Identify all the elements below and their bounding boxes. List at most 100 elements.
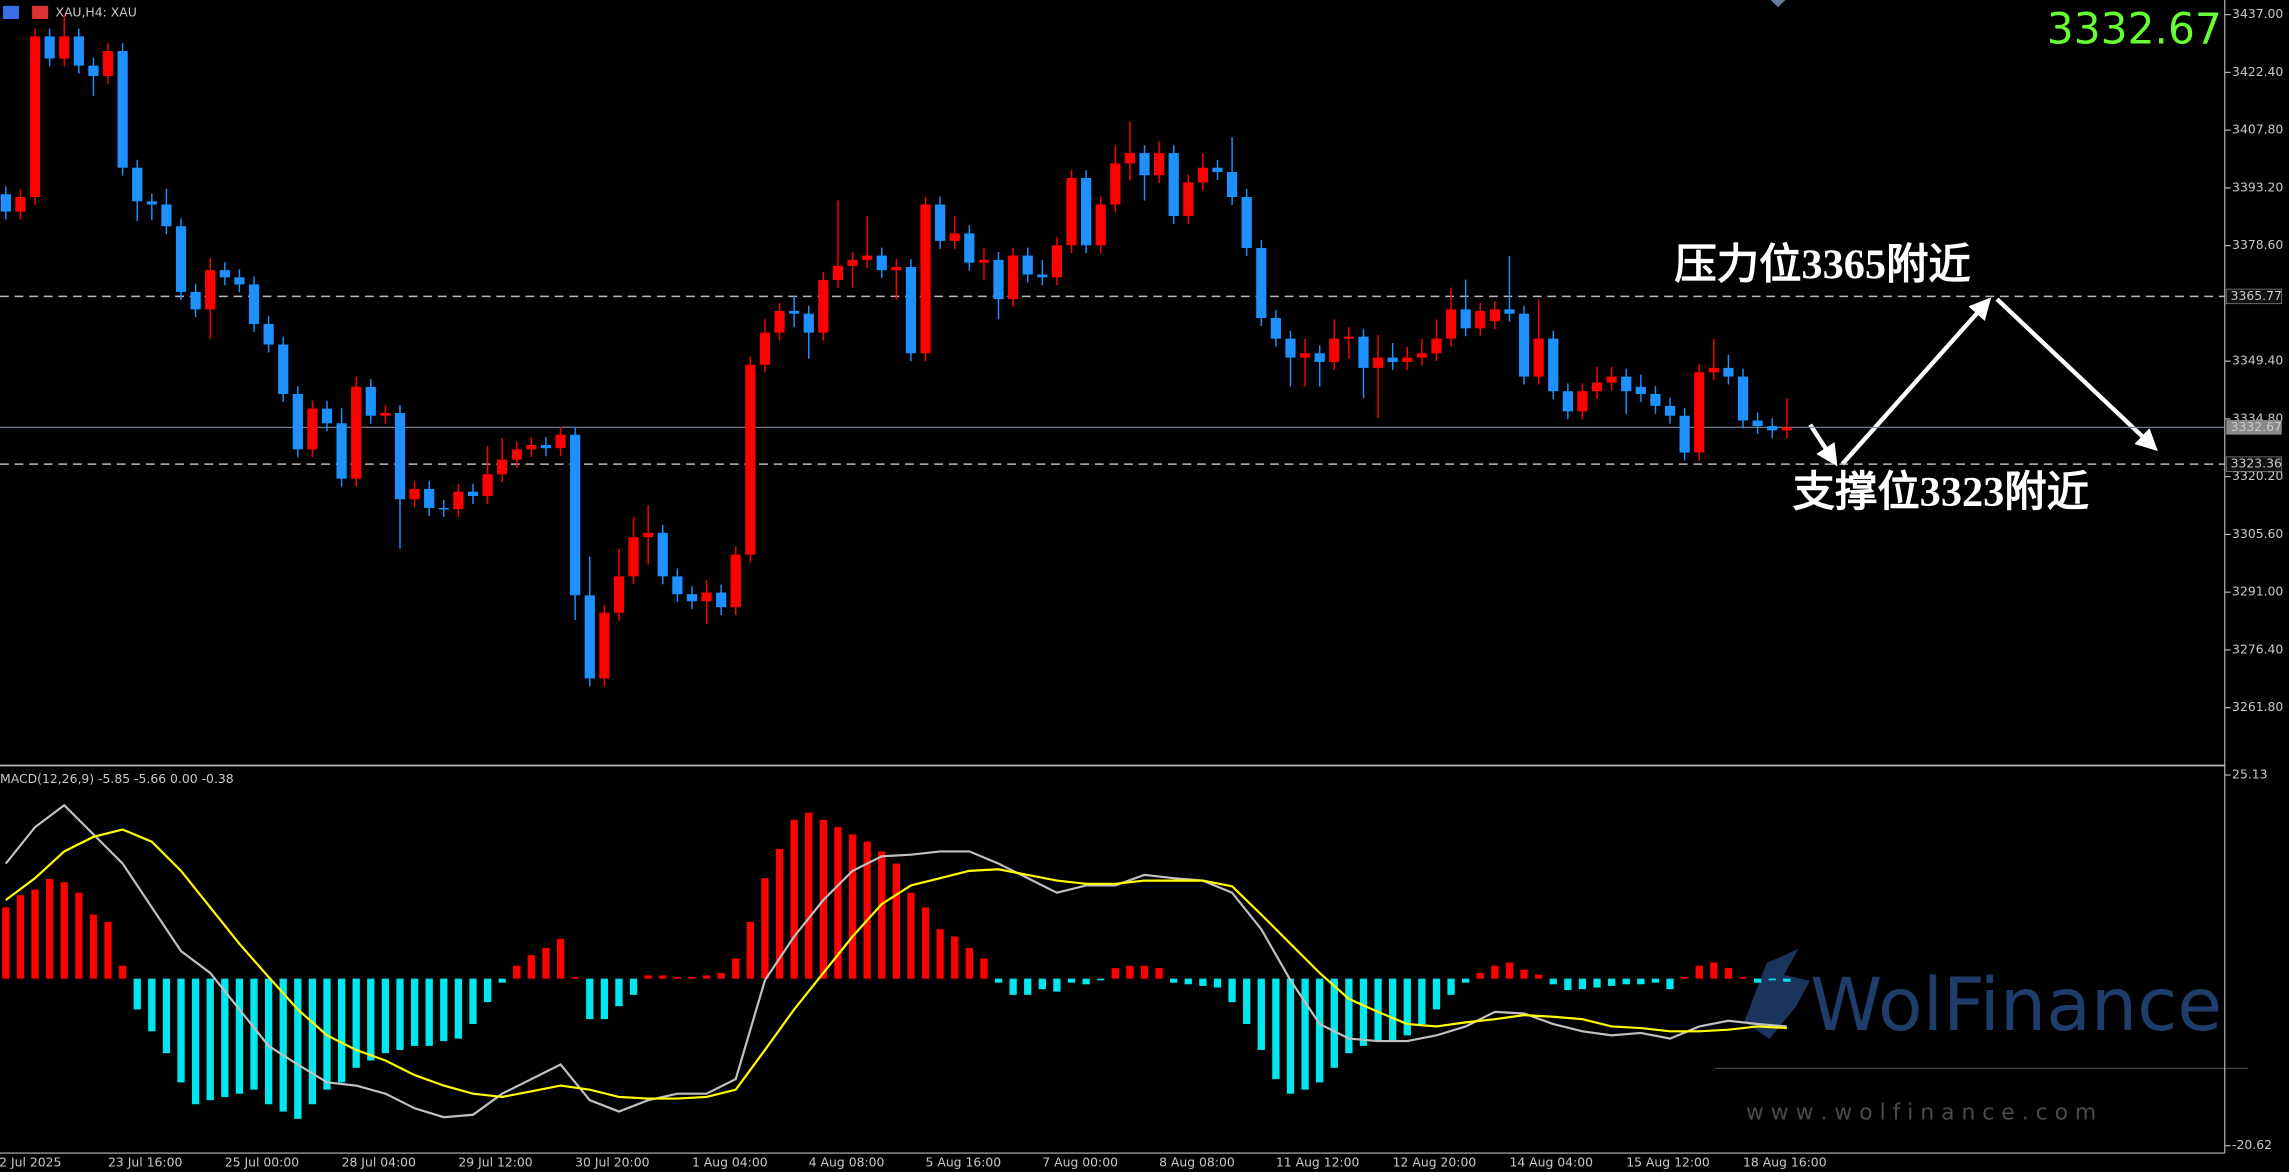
candle-body xyxy=(686,594,698,602)
macd-bar xyxy=(1140,965,1149,979)
candle-body xyxy=(307,408,318,450)
macd-bar xyxy=(921,907,930,979)
x-tick-label: 23 Jul 16:00 xyxy=(108,1155,182,1170)
macd-bar xyxy=(1520,969,1528,979)
chart-title: XAU,H4: XAU xyxy=(55,5,136,20)
macd-bar xyxy=(1564,978,1572,990)
macd-tick-label: -20.62 xyxy=(2232,1137,2272,1152)
macd-bar xyxy=(878,851,886,979)
candle-body xyxy=(540,445,552,449)
candle-body xyxy=(1022,255,1033,275)
macd-bar xyxy=(1359,978,1368,1046)
x-tick-label: 28 Jul 04:00 xyxy=(342,1155,416,1170)
scroll-marker[interactable] xyxy=(1770,0,1786,8)
candle-body xyxy=(161,204,172,227)
support-note: 支撑位3323附近 xyxy=(1793,469,2089,516)
candle-body xyxy=(467,491,479,497)
macd-bar xyxy=(294,978,302,1119)
macd-bar xyxy=(1724,968,1733,979)
candle-body xyxy=(44,36,55,59)
macd-bar xyxy=(235,978,244,1094)
candle-body xyxy=(175,226,187,292)
macd-tick-label: 25.13 xyxy=(2232,767,2267,782)
macd-bar xyxy=(761,878,769,979)
candle-body xyxy=(716,592,727,608)
x-tick-label: 5 Aug 16:00 xyxy=(926,1155,1002,1170)
candle-body xyxy=(613,576,625,613)
watermark: WolFinance w w w . w o l f i n a n c e .… xyxy=(1715,948,2249,1126)
macd-bar xyxy=(1082,978,1090,985)
macd-bar xyxy=(1593,978,1601,988)
macd-bar xyxy=(805,812,813,979)
y-tick-label: 3407.80 xyxy=(2232,122,2283,137)
macd-bar xyxy=(1462,978,1470,983)
macd-bar xyxy=(1024,978,1032,995)
candle-body xyxy=(730,554,741,608)
macd-bar xyxy=(980,958,988,979)
x-tick-label: 25 Jul 00:00 xyxy=(225,1155,299,1170)
macd-bar xyxy=(1389,978,1397,1042)
candle-body xyxy=(336,423,347,479)
menu-icon[interactable] xyxy=(2,5,19,19)
candle-body xyxy=(1504,309,1515,314)
candle-body xyxy=(0,194,11,212)
candle-body xyxy=(570,434,581,596)
macd-bar xyxy=(1666,978,1674,990)
macd-bar xyxy=(60,882,68,979)
macd-title: MACD(12,26,9) -5.85 -5.66 0.00 -0.38 xyxy=(0,771,234,786)
candle-body xyxy=(321,408,333,424)
candle-body xyxy=(409,488,420,500)
level-label: 3365.77 xyxy=(2231,288,2282,303)
macd-bar xyxy=(1578,978,1587,990)
macd-bar xyxy=(89,914,98,979)
macd-bar xyxy=(892,863,900,979)
candle-body xyxy=(1694,372,1705,453)
candle-body xyxy=(789,310,800,314)
candle-body xyxy=(278,344,289,394)
x-tick-label: 7 Aug 00:00 xyxy=(1042,1155,1118,1170)
macd-bar xyxy=(1053,978,1061,992)
macd-bar xyxy=(1199,978,1207,986)
candle-body xyxy=(248,284,260,324)
macd-bar xyxy=(834,827,842,979)
candle-body xyxy=(555,434,566,449)
macd-bar xyxy=(133,978,141,1010)
candle-body xyxy=(1548,338,1559,392)
candle-body xyxy=(876,255,887,271)
candle-body xyxy=(1752,420,1763,427)
candle-body xyxy=(1080,178,1092,246)
y-tick-label: 3320.20 xyxy=(2232,468,2283,483)
macd-bar xyxy=(191,978,200,1105)
chart-icon[interactable] xyxy=(32,5,49,19)
candle-body xyxy=(511,449,522,460)
candle-body xyxy=(1635,386,1646,394)
candle-body xyxy=(818,280,829,333)
macd-bar xyxy=(1403,978,1411,1036)
macd-bar xyxy=(498,978,506,983)
macd-bar xyxy=(440,978,448,1042)
macd-bar xyxy=(848,834,857,979)
y-tick-label: 3422.40 xyxy=(2232,64,2283,79)
candle-body xyxy=(1416,353,1427,358)
candle-body xyxy=(935,204,946,241)
candle-body xyxy=(526,445,537,450)
macd-bar xyxy=(1316,978,1324,1083)
macd-bar xyxy=(469,978,477,1025)
macd-bar xyxy=(337,978,346,1083)
candle-body xyxy=(292,393,303,450)
macd-bar xyxy=(31,889,39,979)
candle-body xyxy=(29,36,41,197)
x-tick-label: 29 Jul 12:00 xyxy=(458,1155,532,1170)
macd-bar xyxy=(1286,978,1295,1094)
candle-body xyxy=(219,270,230,278)
candle-body xyxy=(1270,318,1281,339)
candle-body xyxy=(351,386,362,479)
candle-body xyxy=(1256,248,1267,319)
candle-body xyxy=(701,592,712,602)
candle-body xyxy=(774,310,785,333)
macd-bar xyxy=(16,895,25,979)
x-tick-label: 18 Aug 16:00 xyxy=(1743,1155,1827,1170)
candle-body xyxy=(1431,338,1442,354)
y-tick-label: 3305.60 xyxy=(2232,526,2283,541)
candle-body xyxy=(949,233,960,241)
